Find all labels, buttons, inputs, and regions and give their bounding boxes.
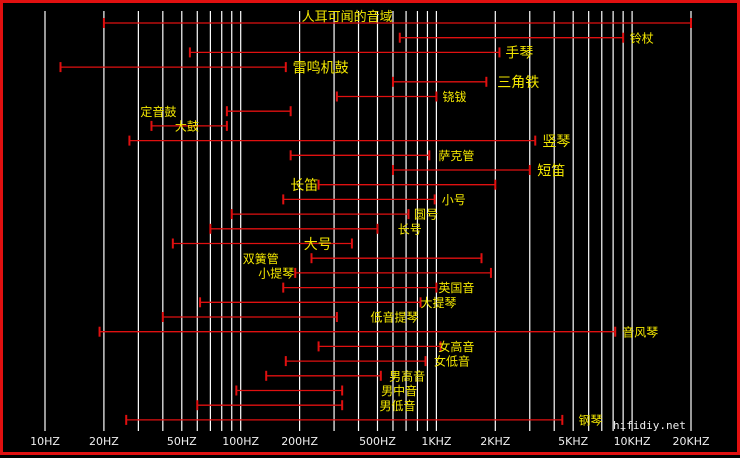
range-label: 大鼓: [175, 119, 199, 133]
range-label: 圆号: [414, 208, 438, 222]
range-label: 三角铁: [497, 75, 539, 91]
watermark: hifidiy.net: [613, 419, 686, 432]
range-label: 铃杖: [630, 30, 654, 45]
x-tick-label: 5KHZ: [558, 435, 588, 448]
range-label: 男低音: [379, 398, 415, 413]
range-label: 男高音: [389, 368, 425, 383]
grid-lines: [44, 11, 692, 431]
x-tick-label: 2KHZ: [480, 435, 510, 448]
x-tick-label: 10HZ: [30, 435, 60, 448]
range-label: 低音提琴: [371, 310, 419, 325]
x-tick-label: 500HZ: [359, 435, 396, 448]
range-label: 大号: [304, 237, 332, 253]
range-label: 大提琴: [420, 295, 456, 310]
range-label: 双簧管: [243, 251, 279, 266]
range-label: 短笛: [537, 163, 565, 179]
x-tick-label: 20KHZ: [672, 435, 709, 448]
range-label: 钢琴: [579, 413, 603, 427]
x-tick-label: 1KHZ: [421, 435, 451, 448]
range-label: 萨克管: [438, 148, 474, 163]
instrument-range-chart: 人耳可闻的音域铃杖手琴雷鸣机鼓三角铁铙钹定音鼓大鼓竖琴萨克管短笛长笛小号圆号长号…: [30, 9, 710, 448]
range-label: 竖琴: [542, 134, 570, 150]
x-tick-label: 100HZ: [222, 435, 259, 448]
range-label: 男中音: [381, 383, 417, 398]
range-label: 小号: [442, 193, 466, 207]
range-label: 长号: [398, 222, 422, 236]
range-label: 手琴: [505, 46, 533, 62]
range-label: 女低音: [434, 354, 470, 369]
range-label: 定音鼓: [140, 104, 176, 119]
range-label: 英国音: [438, 280, 474, 295]
range-label: 长笛: [290, 178, 318, 194]
x-tick-label: 10KHZ: [614, 435, 651, 448]
x-tick-label: 200HZ: [281, 435, 318, 448]
range-label: 小提琴: [258, 265, 294, 280]
x-tick-label: 50HZ: [167, 435, 197, 448]
instrument-labels: 人耳可闻的音域铃杖手琴雷鸣机鼓三角铁铙钹定音鼓大鼓竖琴萨克管短笛长笛小号圆号长号…: [140, 9, 658, 427]
x-tick-label: 20HZ: [89, 435, 119, 448]
range-label: 铙钹: [443, 89, 467, 104]
x-axis-tick-labels: 10HZ 20HZ 50HZ 100HZ 200HZ 500HZ 1KHZ 2KHZ 5KHZ 1…: [30, 435, 710, 448]
range-label: 雷鸣机鼓: [293, 59, 349, 76]
range-label: 人耳可闻的音域: [302, 9, 393, 25]
range-label: 音风琴: [622, 324, 658, 339]
range-label: 女高音: [438, 339, 474, 354]
range-bars: [59, 18, 692, 425]
